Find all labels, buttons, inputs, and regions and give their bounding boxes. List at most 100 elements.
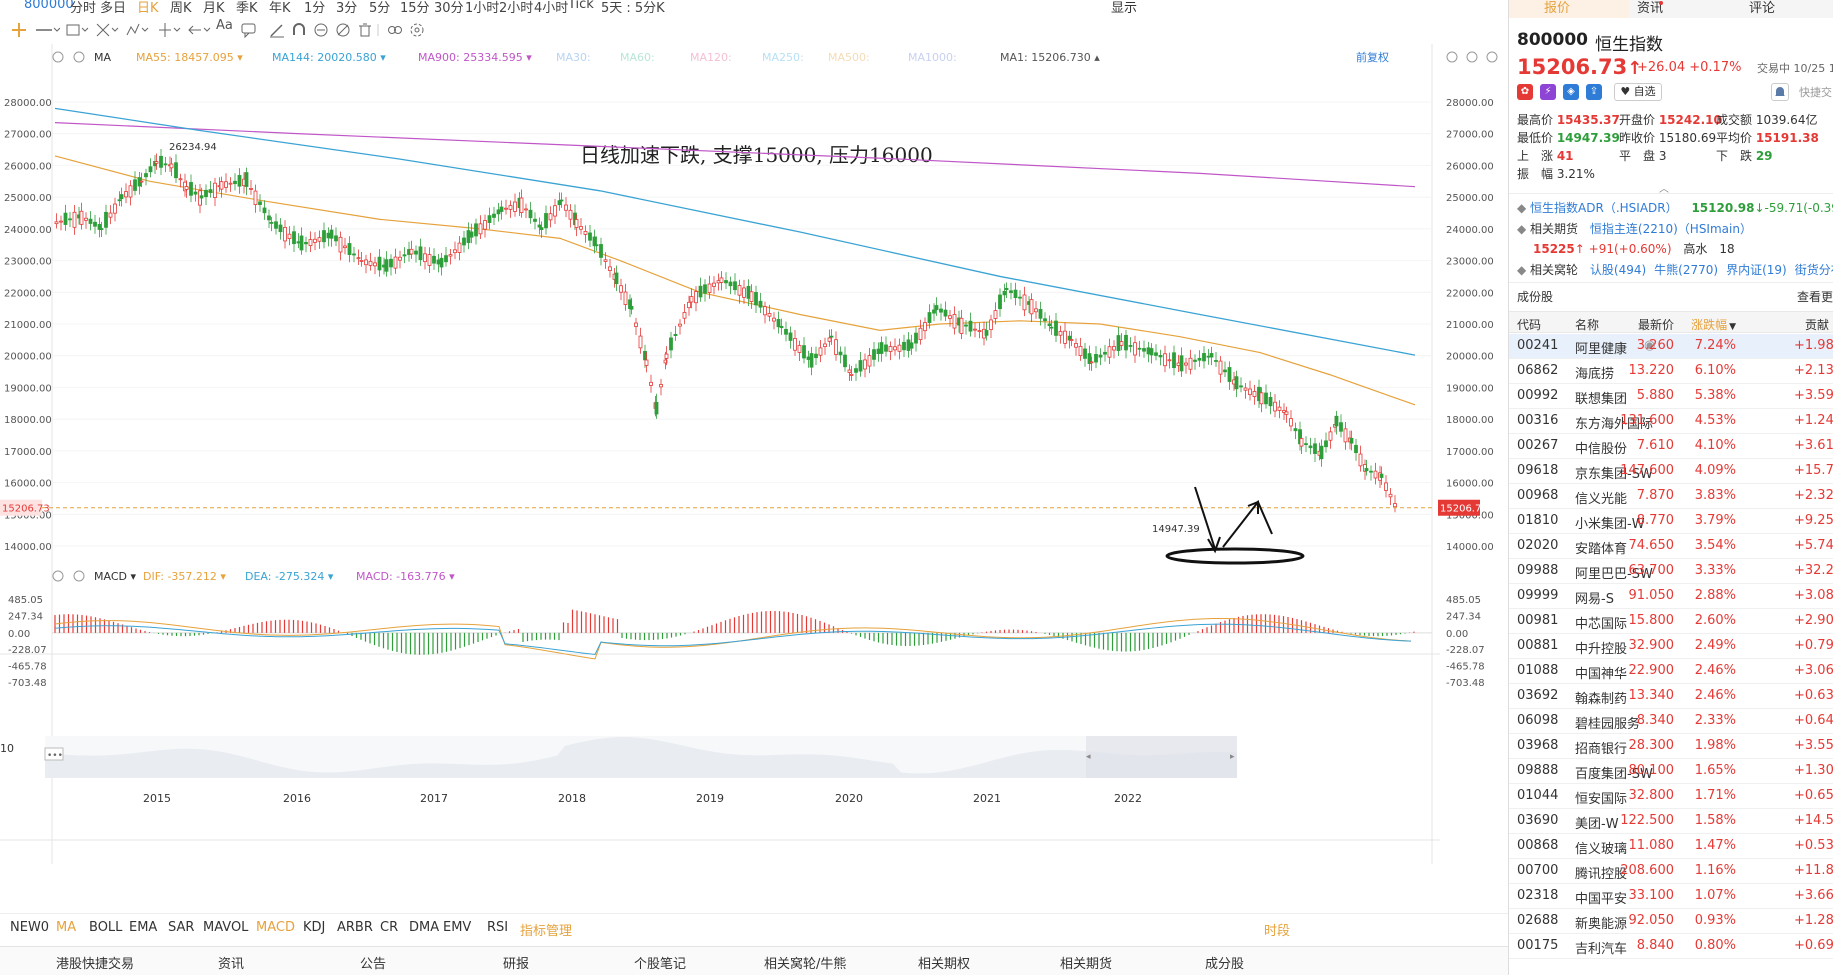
view-all-link[interactable]: 查看更 [1797,290,1833,304]
lightning-icon[interactable]: ⚡ [1540,84,1556,100]
indicator-tab-3[interactable]: EMA [129,920,158,935]
stock-row[interactable]: 00968 信义光能 7.870 3.83% +2.32 [1509,484,1833,509]
indicator-tab-8[interactable]: ARBR [337,920,373,935]
line-tool-icon[interactable] [34,21,60,43]
collapse-arrow-icon[interactable]: ︿ [1659,184,1669,195]
time-period-button[interactable]: 时段 [1264,924,1291,939]
stock-row[interactable]: 00992 联想集团 5.880 5.38% +3.59 [1509,384,1833,409]
panel-tab-1[interactable]: 资讯 [1637,1,1664,16]
list-header-3[interactable]: 涨跌幅 ▼ [1691,318,1736,332]
crosshair-icon[interactable] [10,21,28,43]
timeframe-1[interactable]: 多日 [100,1,127,13]
stock-row[interactable]: 00981 中芯国际 15.800 2.60% +2.90 [1509,609,1833,634]
timeframe-12[interactable]: 1小时 [465,1,500,13]
adr-row[interactable]: ◆ 恒生指数ADR（.HSIADR） 15120.98↓-59.71(-0.39… [1517,199,1833,216]
settings-icon[interactable] [408,21,426,43]
stock-row[interactable]: 02020 安踏体育 74.650 3.54% +5.74 [1509,534,1833,559]
bottom-nav-item-3[interactable]: 研报 [503,957,530,972]
text-tool-icon[interactable]: Aa [216,18,233,33]
stock-row[interactable]: 00316 东方海外国际 131.600 4.53% +1.24 [1509,409,1833,434]
stock-row[interactable]: 09888 百度集团-SW 80.100 1.65% +1.30 [1509,759,1833,784]
timeframe-14[interactable]: 4小时 [534,1,569,13]
stock-row[interactable]: 03968 招商银行 28.300 1.98% +3.55 [1509,734,1833,759]
pen-tool-icon[interactable] [268,21,286,43]
bottom-nav-item-1[interactable]: 资讯 [218,957,245,972]
bottom-nav-item-4[interactable]: 个股笔记 [634,957,687,972]
stock-code[interactable]: 800000 [24,0,74,12]
bottom-nav-item-8[interactable]: 成分股 [1205,957,1245,972]
stock-row[interactable]: 02318 中国平安 33.100 1.07% +3.66 [1509,884,1833,909]
comment-tool-icon[interactable] [240,21,258,43]
timeframe-6[interactable]: 年K [269,1,291,13]
indicator-tab-10[interactable]: DMA [409,920,440,935]
list-header-0[interactable]: 代码 [1517,318,1542,332]
warrant-link-2[interactable]: 界内证(19) [1726,263,1787,277]
timeframe-2[interactable]: 日K [137,1,159,13]
eye-icon[interactable]: ◉ [1644,338,1656,353]
bottom-nav-item-5[interactable]: 相关窝轮/牛熊 [764,957,847,972]
stock-row[interactable]: 00175 吉利汽车 8.840 0.80% +0.69 [1509,934,1833,959]
bottom-nav-item-0[interactable]: 港股快捷交易 [56,957,135,972]
panel-tab-2[interactable]: 评论 [1749,1,1776,16]
indicator-tab-7[interactable]: KDJ [303,920,326,935]
link-icon[interactable] [386,21,404,43]
timeframe-0[interactable]: 分时 [70,1,97,13]
indicator-tab-11[interactable]: EMV [443,920,472,935]
timeframe-3[interactable]: 周K [170,1,192,13]
indicator-tab-13[interactable]: 指标管理 [520,924,573,939]
indicator-tab-9[interactable]: CR [380,920,399,935]
share-icon[interactable]: ⇪ [1586,84,1602,100]
stock-row[interactable]: 09999 网易-S 91.050 2.88% +3.08 [1509,584,1833,609]
rectangle-tool-icon[interactable] [64,21,90,43]
timeframe-9[interactable]: 5分 [369,1,391,13]
trash-icon[interactable] [356,21,374,43]
indicator-tab-12[interactable]: RSI [487,920,509,935]
timeframe-10[interactable]: 15分 [400,1,430,13]
lock-drawing-icon[interactable] [312,21,330,43]
stock-row[interactable]: 00868 信义玻璃 11.080 1.47% +0.53 [1509,834,1833,859]
magnet-icon[interactable] [290,21,308,43]
warrant-link-3[interactable]: 街货分布 [1794,263,1833,277]
indicator-tab-6[interactable]: MACD [256,920,295,935]
stock-row[interactable]: 00241 阿里健康 ◉ 3.260 7.24% +1.98 [1509,334,1833,359]
bottom-nav-item-2[interactable]: 公告 [360,957,387,972]
list-header-2[interactable]: 最新价 [1637,318,1674,332]
tag-icon[interactable]: ◈ [1563,84,1579,100]
stock-row[interactable]: 06098 碧桂园服务 8.340 2.33% +0.64 [1509,709,1833,734]
alert-bell-icon[interactable] [1771,83,1789,101]
stock-row[interactable]: 01088 中国神华 22.900 2.46% +3.06 [1509,659,1833,684]
panel-tab-0[interactable]: 报价 [1544,1,1571,16]
stock-row[interactable]: 00881 中升控股 32.900 2.49% +0.79 [1509,634,1833,659]
fib-tool-icon[interactable] [94,21,120,43]
timeframe-13[interactable]: 2小时 [499,1,534,13]
timeframe-7[interactable]: 1分 [304,1,326,13]
list-header-4[interactable]: 贡献 [1805,318,1830,332]
timeframe-16[interactable]: 5天 : 5分K [601,1,665,13]
quick-trade-link[interactable]: 快捷交 [1799,86,1832,99]
display-menu[interactable]: 显示 [1111,1,1138,13]
futures-row[interactable]: ◆ 相关期货 恒指主连(2210)（HSImain） [1517,220,1752,237]
measure-tool-icon[interactable] [156,21,182,43]
indicator-tab-1[interactable]: MA [56,920,77,935]
indicator-tab-0[interactable]: NEW0 [10,920,50,935]
bottom-nav-item-6[interactable]: 相关期权 [918,957,971,972]
indicator-tab-4[interactable]: SAR [168,920,195,935]
timeframe-4[interactable]: 月K [203,1,225,13]
bottom-nav-item-7[interactable]: 相关期货 [1060,957,1113,972]
stock-row[interactable]: 01044 恒安国际 32.800 1.71% +0.65 [1509,784,1833,809]
stock-row[interactable]: 02688 新奥能源 92.050 0.93% +1.28 [1509,909,1833,934]
timeframe-11[interactable]: 30分 [434,1,464,13]
add-watchlist-button[interactable]: ♥ 自选 [1614,83,1662,101]
indicator-tab-2[interactable]: BOLL [89,920,123,935]
warrant-link-1[interactable]: 牛熊(2770) [1654,263,1719,277]
stock-row[interactable]: 00267 中信股份 7.610 4.10% +3.61 [1509,434,1833,459]
timeframe-15[interactable]: Tick [568,0,594,12]
timeframe-8[interactable]: 3分 [336,1,358,13]
stock-row[interactable]: 03692 翰森制药 13.340 2.46% +0.63 [1509,684,1833,709]
hide-drawing-icon[interactable] [334,21,352,43]
warrant-link-0[interactable]: 认股(494) [1589,263,1647,277]
